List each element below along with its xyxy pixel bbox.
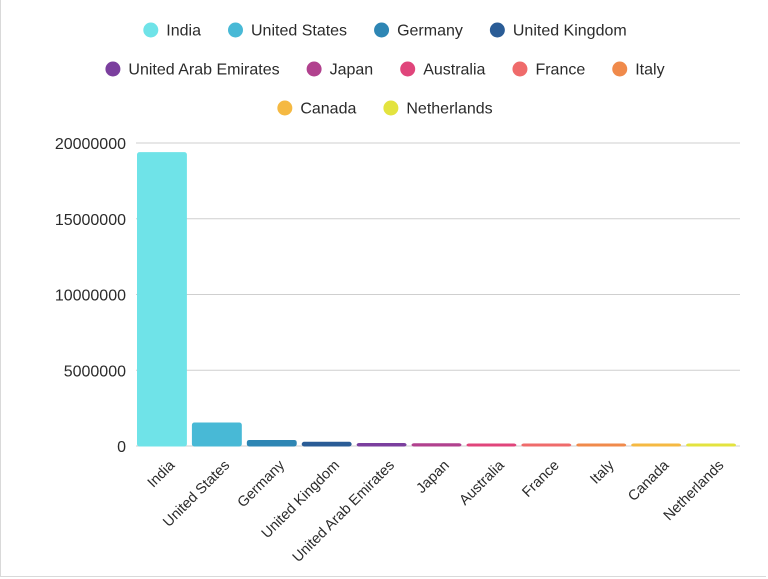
y-tick-label: 0: [117, 439, 126, 456]
x-tick-label: India: [145, 457, 179, 491]
bar-united-kingdom: [301, 441, 352, 447]
legend-swatch: [512, 61, 528, 77]
y-tick-label: 10000000: [55, 288, 126, 305]
legend-item-united-states: United States: [228, 22, 347, 40]
legend-item-australia: Australia: [400, 61, 486, 79]
legend-label: Netherlands: [406, 101, 492, 118]
legend-swatch: [383, 100, 399, 116]
legend-swatch: [306, 61, 322, 77]
legend-swatch: [400, 61, 416, 77]
bar-france: [521, 443, 572, 447]
legend-swatch: [612, 61, 628, 77]
legend-item-netherlands: Netherlands: [383, 100, 493, 118]
bar-united-states: [191, 422, 242, 447]
bars: [137, 152, 736, 447]
legend-label: United States: [251, 23, 347, 40]
bar-canada: [631, 443, 682, 447]
legend-item-united-kingdom: United Kingdom: [489, 22, 627, 40]
legend-label: Australia: [423, 62, 485, 79]
x-tick-label: Italy: [587, 457, 618, 488]
legend-swatch: [489, 22, 505, 38]
x-tick-label: Australia: [457, 457, 509, 509]
legend-swatch: [105, 61, 121, 77]
x-tick-label: France: [519, 458, 562, 501]
legend-item-japan: Japan: [306, 61, 374, 79]
x-tick-label: Japan: [414, 458, 453, 497]
legend-label: Japan: [330, 62, 374, 79]
x-tick-label: Germany: [235, 457, 289, 511]
legend-label: India: [166, 23, 201, 40]
legend-label: United Kingdom: [513, 23, 627, 40]
legend-label: Germany: [397, 23, 463, 40]
bar-italy: [576, 443, 627, 447]
bar-germany: [246, 439, 297, 447]
bar-united-arab-emirates: [356, 442, 407, 447]
legend-swatch: [277, 100, 293, 116]
legend-swatch: [228, 22, 243, 38]
legend-label: France: [535, 62, 585, 79]
legend-swatch: [374, 22, 390, 38]
legend-item-germany: Germany: [374, 22, 463, 40]
legend-item-united-arab-emirates: United Arab Emirates: [105, 61, 280, 79]
bar-netherlands: [686, 443, 736, 447]
bar-india: [137, 152, 187, 447]
legend-item-india: India: [143, 22, 201, 40]
legend-item-canada: Canada: [277, 100, 356, 118]
y-tick-label: 5000000: [64, 363, 126, 380]
gridlines: [136, 142, 740, 447]
legend-label: Canada: [300, 101, 356, 118]
legend: India United States Germany United Kingdom U…: [105, 22, 665, 118]
x-tick-label: Canada: [625, 457, 673, 505]
legend-swatch: [143, 22, 159, 38]
x-tick-label: United Arab Emirates: [290, 458, 398, 566]
legend-label: United Arab Emirates: [128, 62, 279, 79]
legend-item-france: France: [512, 61, 585, 79]
legend-item-italy: Italy: [612, 61, 665, 79]
y-axis-ticks: 0 5000000 10000000 15000000 20000000: [55, 136, 126, 456]
bar-japan: [411, 443, 462, 447]
y-tick-label: 20000000: [55, 136, 126, 153]
bar-australia: [466, 443, 517, 447]
legend-label: Italy: [635, 62, 664, 79]
y-tick-label: 15000000: [55, 212, 126, 229]
